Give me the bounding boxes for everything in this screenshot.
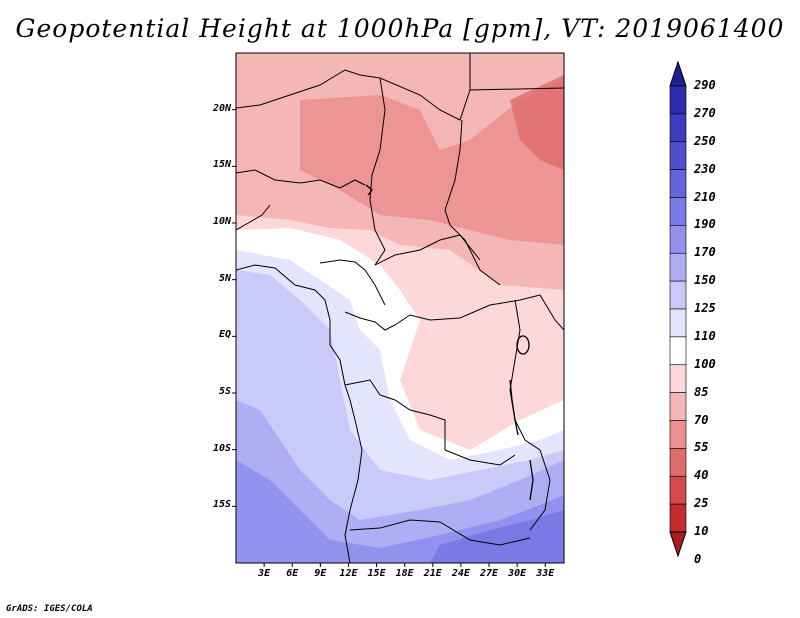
lon-label: 12E: [339, 568, 358, 579]
lon-label: 18E: [395, 568, 414, 579]
lakes: [365, 184, 534, 501]
colorbar-label: 100: [694, 356, 716, 371]
field-190-210-sw: [236, 520, 310, 563]
lon-label: 27E: [479, 568, 499, 579]
colorbar-swatch: [669, 308, 687, 338]
colorbar-swatch: [669, 225, 687, 254]
colorbar-label: 55: [694, 440, 709, 455]
colorbar-swatch: [669, 364, 687, 393]
colorbar-label: 70: [694, 412, 709, 427]
field-170-190: [236, 400, 564, 563]
lat-label: 15S: [212, 499, 231, 511]
border-south: [349, 519, 531, 546]
colorbar-label: 210: [694, 189, 716, 204]
colorbar-label: 290: [694, 78, 716, 92]
colorbar-label: 40: [694, 468, 709, 483]
colorbar-label: 0: [694, 551, 702, 566]
colorbar-label: 25: [694, 496, 709, 511]
colorbar-label: 270: [694, 105, 716, 120]
lon-label: 24E: [451, 568, 470, 579]
lake-chad: [365, 184, 373, 196]
border-sahel: [236, 169, 366, 189]
border-drc-angola: [344, 379, 446, 450]
colorbar-swatch: [669, 503, 687, 533]
lon-label: 33E: [536, 568, 555, 579]
axis-ticks: [232, 109, 546, 567]
border-zambia: [444, 449, 516, 466]
lon-label: 3E: [258, 568, 271, 579]
lon-label: 15E: [367, 568, 386, 579]
country-borders: [236, 53, 564, 563]
border-libya: [379, 53, 471, 121]
lat-label: 5S: [218, 386, 231, 397]
colorbar-label: 125: [694, 301, 716, 315]
border-sudan-chad: [444, 119, 501, 286]
lon-label: 21E: [423, 568, 442, 579]
field-55-70: [510, 75, 564, 170]
colorbar-label: 10: [694, 524, 709, 538]
border-egypt: [469, 87, 564, 91]
colorbar-swatch: [669, 197, 687, 226]
colorbar-label: 85: [694, 384, 709, 399]
colorbar-swatch: [669, 252, 687, 282]
colorbar-swatch: [669, 392, 687, 421]
colorbar-swatch: [669, 169, 687, 198]
colorbar-label: 170: [694, 245, 716, 260]
lat-label: 5N: [218, 272, 231, 284]
border-kenya: [539, 294, 564, 331]
colorbar-label: 250: [694, 133, 716, 148]
colorbar-label: 110: [694, 328, 716, 343]
map-title: Geopotential Height at 1000hPa [gpm], VT…: [15, 14, 785, 43]
colorbar-label: 150: [694, 273, 716, 288]
lake-tanganyika: [509, 379, 519, 436]
height-field: [236, 53, 564, 563]
colorbar-swatch: [669, 336, 687, 366]
lake-victoria: [516, 335, 530, 355]
lon-label: 6E: [286, 568, 299, 579]
colorbar-swatch: [669, 141, 687, 170]
colorbar-label: 190: [694, 217, 716, 232]
lat-label: 10N: [212, 216, 231, 227]
lake-malawi: [529, 459, 534, 501]
colorbar-swatch: [669, 475, 687, 505]
border-cameroon: [319, 259, 386, 306]
colorbar: [669, 60, 687, 558]
border-congo-north: [344, 294, 541, 331]
lon-label: 30E: [508, 568, 527, 579]
colorbar-swatch: [669, 280, 687, 310]
colorbar-swatch: [669, 85, 687, 115]
map-frame: [235, 52, 565, 564]
lat-label: 10S: [212, 442, 231, 454]
colorbar-swatch: [669, 448, 687, 477]
colorbar-swatch: [669, 420, 687, 449]
border-north-1: [236, 69, 381, 109]
border-car: [374, 234, 481, 266]
lon-label: 9E: [314, 568, 327, 579]
field-70-85: [300, 80, 564, 245]
lat-label: 20N: [212, 102, 231, 114]
colorbar-swatch: [669, 113, 687, 143]
border-chad-niger: [369, 77, 386, 266]
field-210-230: [430, 510, 564, 563]
credit-text: GrADS: IGES/COLA: [6, 604, 93, 614]
coastline-west: [236, 264, 363, 563]
colorbar-label: 230: [694, 161, 716, 176]
lat-label: 15N: [212, 159, 231, 171]
colorbar-top-arrow: [669, 60, 687, 87]
border-westafrica: [236, 204, 271, 231]
lat-label: EQ: [218, 329, 231, 341]
colorbar-bottom-arrow: [669, 531, 687, 558]
